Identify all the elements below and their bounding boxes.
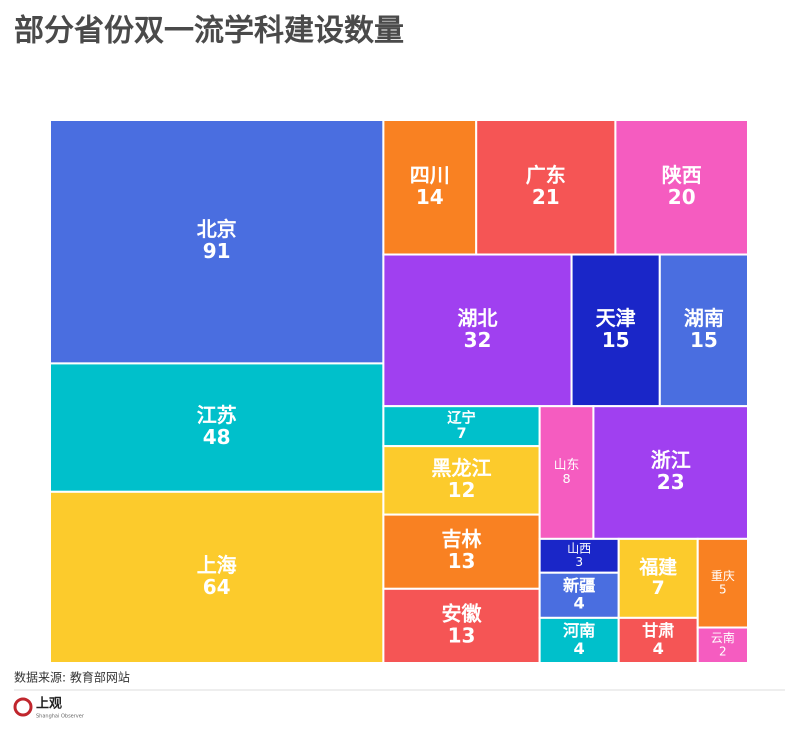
cell-value: 8 <box>562 472 570 487</box>
cell-value: 4 <box>653 639 664 658</box>
cell-value: 15 <box>602 328 630 352</box>
cell-value: 13 <box>448 623 476 647</box>
cell-label: 重庆 <box>711 569 735 583</box>
logo-text: 上观 <box>36 697 62 712</box>
cell-value: 4 <box>574 639 585 658</box>
cell-label: 陕西 <box>662 163 702 187</box>
treemap-cell <box>538 537 620 574</box>
cell-label: 福建 <box>638 556 677 579</box>
cell-label: 云南 <box>711 630 735 645</box>
treemap-cell <box>382 513 541 590</box>
cell-value: 5 <box>719 582 727 596</box>
cell-label: 四川 <box>410 163 450 187</box>
cell-label: 山东 <box>554 458 580 473</box>
source-note: 数据来源: 教育部网站 <box>14 670 130 685</box>
treemap-cell <box>617 537 699 619</box>
cell-value: 7 <box>652 578 665 599</box>
cell-value: 20 <box>668 185 696 209</box>
cell-value: 23 <box>657 470 685 494</box>
cell-label: 湖南 <box>684 306 724 330</box>
treemap-cell <box>696 537 749 629</box>
treemap-cell <box>570 253 661 408</box>
cell-value: 3 <box>575 555 583 569</box>
cell-label: 北京 <box>197 217 237 241</box>
cell-label: 黑龙江 <box>432 456 492 480</box>
cell-value: 48 <box>203 425 231 449</box>
cell-label: 甘肃 <box>642 621 674 640</box>
cell-label: 河南 <box>563 621 595 640</box>
cell-label: 湖北 <box>457 306 497 330</box>
cell-value: 4 <box>574 594 585 613</box>
treemap-cell <box>49 119 385 365</box>
cell-value: 91 <box>203 239 231 263</box>
treemap-cell <box>382 587 541 665</box>
cell-label: 广东 <box>526 163 566 187</box>
treemap-cell <box>49 362 385 493</box>
treemap-cell <box>382 405 541 448</box>
cell-label: 天津 <box>596 306 636 330</box>
cell-value: 13 <box>448 549 476 573</box>
cell-value: 32 <box>464 328 492 352</box>
logo-icon <box>13 697 33 717</box>
treemap-cell <box>617 616 699 665</box>
cell-label: 上海 <box>197 553 237 577</box>
cell-value: 14 <box>416 185 444 209</box>
cell-label: 吉林 <box>442 527 482 551</box>
chart-title: 部分省份双一流学科建设数量 <box>14 14 404 49</box>
cell-value: 2 <box>719 644 727 658</box>
treemap-cell <box>49 490 385 665</box>
logo-subtext: Shanghai Observer <box>36 714 85 720</box>
treemap-cell <box>538 571 620 619</box>
cell-label: 辽宁 <box>447 408 476 426</box>
cell-value: 15 <box>690 328 718 352</box>
cell-label: 江苏 <box>197 403 237 427</box>
treemap: 北京91江苏48上海64四川14广东21陕西20湖北32天津15湖南15辽宁7黑… <box>49 119 750 665</box>
treemap-cell <box>592 405 750 540</box>
cell-label: 浙江 <box>651 448 691 472</box>
treemap-cell <box>696 626 749 665</box>
cell-value: 21 <box>532 185 560 209</box>
cell-label: 新疆 <box>563 576 595 595</box>
cell-value: 7 <box>457 426 467 442</box>
cell-value: 64 <box>203 575 231 599</box>
cell-label: 山西 <box>567 542 591 556</box>
cell-label: 安徽 <box>442 601 483 625</box>
cell-value: 12 <box>448 478 476 502</box>
treemap-cell <box>538 405 595 540</box>
treemap-cell <box>614 119 749 256</box>
